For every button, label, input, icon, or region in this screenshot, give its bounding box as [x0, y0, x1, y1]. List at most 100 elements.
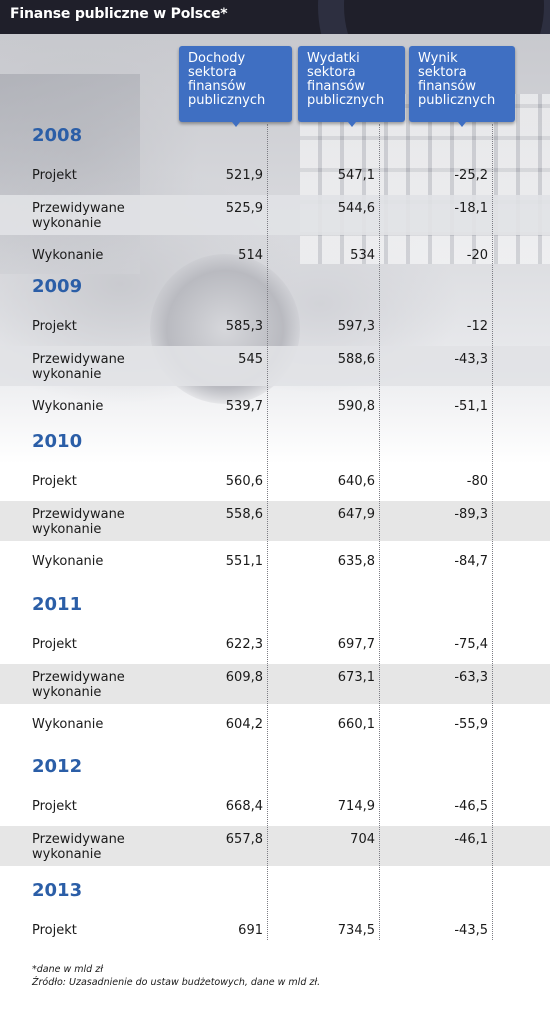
- row-label: Projekt: [32, 168, 77, 183]
- value-wynik: -55,9: [454, 717, 488, 732]
- table-row: Przewidywane wykonanie 558,6 647,9 -89,3: [0, 501, 550, 541]
- value-dochody: 521,9: [225, 168, 263, 183]
- row-label-line: Przewidywane: [32, 507, 125, 522]
- year-heading-2010: 2010: [32, 431, 83, 452]
- value-wynik: -89,3: [454, 507, 488, 522]
- decorative-ring: [318, 0, 550, 34]
- value-wydatki: 673,1: [337, 670, 375, 685]
- table-row: Projekt 521,9 547,1 -25,2: [0, 155, 550, 195]
- table-row: Wykonanie 539,7 590,8 -51,1: [0, 386, 550, 426]
- row-label: Przewidywane wykonanie: [32, 352, 125, 382]
- value-wynik: -63,3: [454, 670, 488, 685]
- table-row: Przewidywane wykonanie 545 588,6 -43,3: [0, 346, 550, 386]
- table-row: Przewidywane wykonanie 657,8 704 -46,1: [0, 826, 550, 866]
- value-wynik: -80: [466, 474, 488, 489]
- value-wydatki: 647,9: [337, 507, 375, 522]
- value-dochody: 668,4: [225, 799, 263, 814]
- value-wynik: -43,5: [454, 923, 488, 938]
- column-header-dochody: Dochody sektora finansów publicznych: [179, 46, 292, 127]
- footnote-units: *dane w mld zł: [32, 964, 103, 975]
- table-row: Przewidywane wykonanie 525,9 544,6 -18,1: [0, 195, 550, 235]
- column-header-line: sektora: [418, 65, 467, 80]
- row-label-line: Projekt: [32, 319, 77, 334]
- row-label: Wykonanie: [32, 248, 103, 263]
- row-label-line: Wykonanie: [32, 248, 104, 263]
- value-wydatki: 544,6: [337, 201, 375, 216]
- year-heading-2013: 2013: [32, 880, 83, 901]
- column-divider: [267, 124, 268, 940]
- value-dochody: 558,6: [225, 507, 263, 522]
- row-label: Przewidywane wykonanie: [32, 670, 125, 700]
- row-label-line: wykonanie: [32, 367, 102, 382]
- column-header-line: Wydatki: [307, 51, 360, 66]
- value-wydatki: 734,5: [337, 923, 375, 938]
- column-header-line: sektora: [307, 65, 356, 80]
- column-header-line: publicznych: [307, 93, 385, 108]
- row-label: Wykonanie: [32, 399, 103, 414]
- value-dochody: 604,2: [225, 717, 263, 732]
- value-wydatki: 714,9: [337, 799, 375, 814]
- column-divider: [492, 124, 493, 940]
- column-header-line: finansów: [307, 79, 365, 94]
- value-wydatki: 590,8: [337, 399, 375, 414]
- value-dochody: 514: [238, 248, 263, 263]
- row-label: Przewidywane wykonanie: [32, 201, 125, 231]
- row-label: Wykonanie: [32, 717, 103, 732]
- value-dochody: 560,6: [225, 474, 263, 489]
- row-label-line: Projekt: [32, 637, 77, 652]
- value-dochody: 539,7: [225, 399, 263, 414]
- value-wydatki: 588,6: [337, 352, 375, 367]
- table-row: Wykonanie 551,1 635,8 -84,7: [0, 541, 550, 581]
- row-label: Przewidywane wykonanie: [32, 832, 125, 862]
- column-header-line: publicznych: [418, 93, 496, 108]
- footnotes: *dane w mld zł Źródło: Uzasadnienie do u…: [32, 963, 320, 989]
- row-label-line: wykonanie: [32, 522, 102, 537]
- table-row: Wykonanie 514 534 -20: [0, 235, 550, 275]
- row-label-line: Projekt: [32, 474, 77, 489]
- row-label-line: Przewidywane: [32, 832, 125, 847]
- row-label: Wykonanie: [32, 554, 103, 569]
- value-wydatki: 635,8: [337, 554, 375, 569]
- table-row: Projekt 622,3 697,7 -75,4: [0, 624, 550, 664]
- value-wydatki: 704: [350, 832, 375, 847]
- header-pointer: [347, 122, 356, 127]
- column-header-line: sektora: [188, 65, 237, 80]
- table-row: Projekt 585,3 597,3 -12: [0, 306, 550, 346]
- value-wynik: -46,5: [454, 799, 488, 814]
- value-wynik: -12: [466, 319, 488, 334]
- value-wydatki: 547,1: [337, 168, 375, 183]
- row-label: Projekt: [32, 319, 77, 334]
- column-header-line: Dochody: [188, 51, 246, 66]
- row-label: Projekt: [32, 637, 77, 652]
- value-dochody: 545: [238, 352, 263, 367]
- value-dochody: 622,3: [225, 637, 263, 652]
- value-wynik: -20: [466, 248, 488, 263]
- row-label-line: wykonanie: [32, 216, 102, 231]
- row-label-line: Przewidywane: [32, 352, 125, 367]
- value-wynik: -18,1: [454, 201, 488, 216]
- value-dochody: 551,1: [225, 554, 263, 569]
- value-wydatki: 697,7: [337, 637, 375, 652]
- year-heading-2011: 2011: [32, 594, 83, 615]
- photo-loader-cab: [0, 74, 140, 274]
- value-wynik: -75,4: [454, 637, 488, 652]
- table-row: Projekt 560,6 640,6 -80: [0, 461, 550, 501]
- header-pointer: [231, 122, 240, 127]
- value-wynik: -25,2: [454, 168, 488, 183]
- row-label: Projekt: [32, 799, 77, 814]
- footnote-source: Źródło: Uzasadnienie do ustaw budżetowyc…: [32, 977, 321, 988]
- row-label-line: Przewidywane: [32, 670, 125, 685]
- value-dochody: 525,9: [225, 201, 263, 216]
- row-label-line: wykonanie: [32, 685, 102, 700]
- value-wynik: -84,7: [454, 554, 488, 569]
- row-label: Przewidywane wykonanie: [32, 507, 125, 537]
- column-header-wynik: Wynik sektora finansów publicznych: [409, 46, 515, 127]
- row-label-line: Wykonanie: [32, 399, 104, 414]
- column-header-wydatki: Wydatki sektora finansów publicznych: [298, 46, 405, 127]
- column-header-line: publicznych: [188, 93, 266, 108]
- column-header-line: finansów: [418, 79, 476, 94]
- value-wynik: -43,3: [454, 352, 488, 367]
- row-label: Projekt: [32, 923, 77, 938]
- year-heading-2009: 2009: [32, 276, 83, 297]
- title-bar: Finanse publiczne w Polsce*: [0, 0, 550, 34]
